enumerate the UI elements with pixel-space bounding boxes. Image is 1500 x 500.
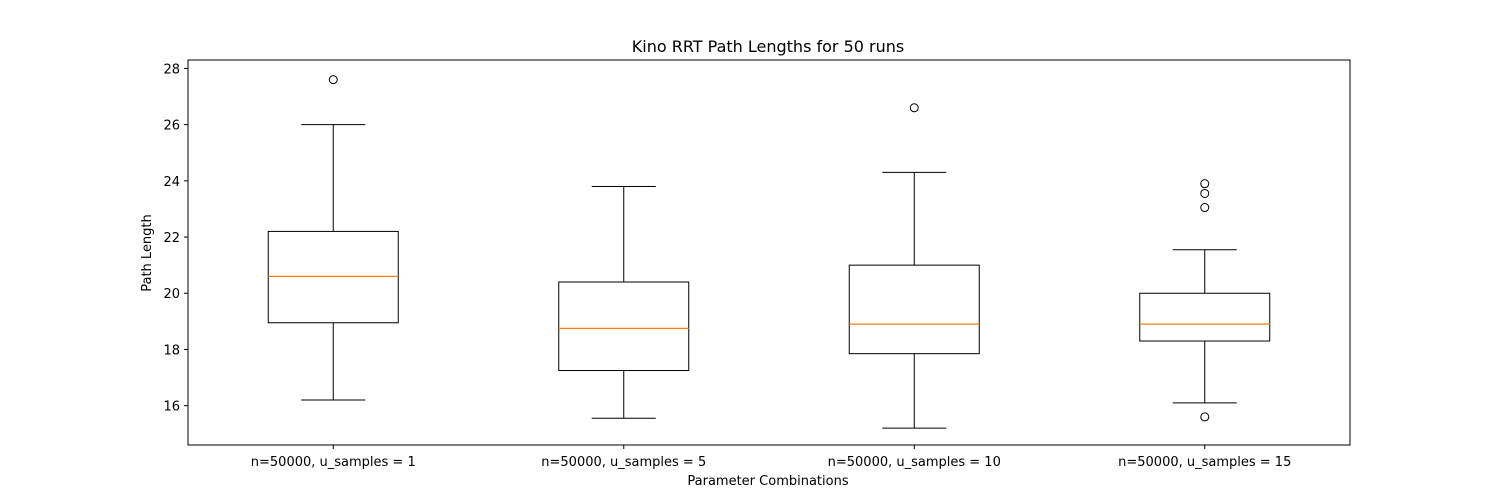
x-axis-title: Parameter Combinations <box>687 474 848 489</box>
iqr-box <box>848 264 980 355</box>
x-axis: n=50000, u_samples = 1 n=50000, u_samples… <box>251 445 1291 470</box>
box-4 <box>1139 179 1271 422</box>
x-tick-label: n=50000, u_samples = 5 <box>541 455 706 470</box>
outlier-point <box>1200 203 1210 213</box>
x-tick-label: n=50000, u_samples = 1 <box>251 455 416 470</box>
y-axis-title: Path Length <box>140 214 155 292</box>
box-3 <box>848 103 980 429</box>
y-tick-label: 26 <box>163 119 180 134</box>
iqr-box <box>267 230 399 324</box>
iqr-box <box>558 281 690 372</box>
outlier-point <box>328 75 338 85</box>
y-tick-label: 16 <box>163 400 180 415</box>
x-tick-label: n=50000, u_samples = 10 <box>828 455 1001 470</box>
box-2 <box>558 185 690 419</box>
y-tick-label: 18 <box>163 343 180 358</box>
plot-area <box>187 59 1351 446</box>
y-tick-label: 22 <box>163 231 180 246</box>
y-tick-label: 20 <box>163 287 180 302</box>
outlier-point <box>909 103 919 113</box>
chart-title: Kino RRT Path Lengths for 50 runs <box>632 37 904 56</box>
iqr-box <box>1139 292 1271 342</box>
x-tick-label: n=50000, u_samples = 15 <box>1118 455 1291 470</box>
outlier-point <box>1200 412 1210 422</box>
boxes-group <box>267 75 1271 429</box>
y-tick-label: 28 <box>163 62 180 77</box>
y-axis: 16 18 20 22 24 26 28 <box>163 62 188 415</box>
outlier-point <box>1200 179 1210 189</box>
box-1 <box>267 75 399 401</box>
plot-frame <box>187 59 1351 446</box>
outlier-point <box>1200 188 1210 198</box>
y-tick-label: 24 <box>163 175 180 190</box>
